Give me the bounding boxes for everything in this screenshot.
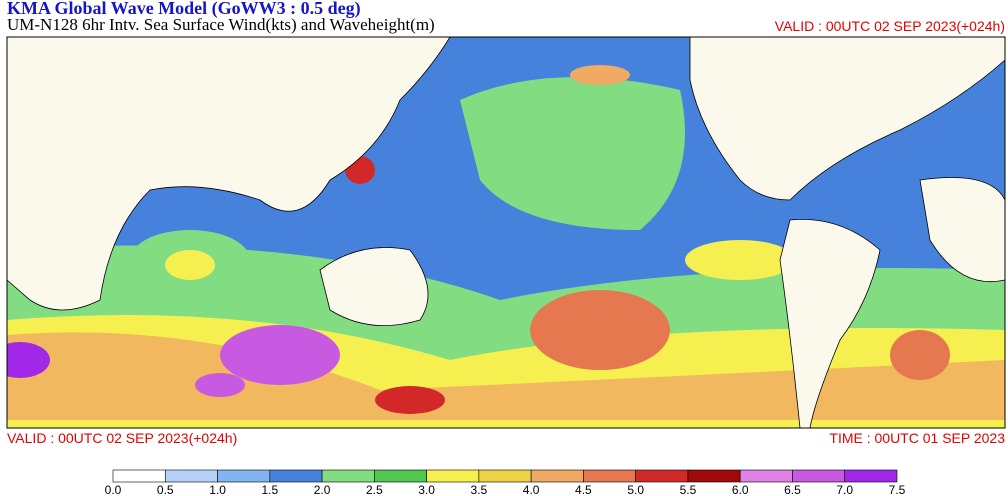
colorbar-swatch	[426, 469, 480, 483]
colorbar-label: 5.5	[680, 483, 697, 496]
title: KMA Global Wave Model (GoWW3 : 0.5 deg)	[7, 0, 361, 19]
colorbar-label: 7.0	[836, 483, 853, 496]
colorbar-swatch	[321, 469, 375, 483]
colorbar-swatch	[844, 469, 898, 483]
colorbar-swatch	[739, 469, 793, 483]
colorbar-label: 0.5	[157, 483, 174, 496]
valid-bottom: VALID : 00UTC 02 SEP 2023(+024h)	[7, 430, 237, 446]
colorbar-label: 3.5	[471, 483, 488, 496]
valid-top: VALID : 00UTC 02 SEP 2023(+024h)	[775, 18, 1005, 34]
map-frame	[6, 36, 1006, 429]
colorbar-label: 3.0	[418, 483, 435, 496]
map	[7, 37, 1005, 428]
colorbar-label: 4.5	[575, 483, 592, 496]
colorbar-label: 1.0	[209, 483, 226, 496]
colorbar-label: 0.0	[105, 483, 122, 496]
colorbar-swatch	[269, 469, 323, 483]
colorbar-swatch	[530, 469, 584, 483]
colorbar-swatch	[635, 469, 689, 483]
colorbar: 0.0 0.5 1.0 1.5 2.0 2.5 3.0 3.5 4.0 4.5 5.0 5.5 6.0 6…	[105, 469, 906, 496]
time-bottom: TIME : 00UTC 01 SEP 2023	[829, 430, 1005, 446]
colorbar-label: 1.5	[261, 483, 278, 496]
colorbar-label: 5.0	[627, 483, 644, 496]
colorbar-swatch	[164, 469, 218, 483]
colorbar-swatch	[478, 469, 532, 483]
colorbar-swatch	[687, 469, 741, 483]
colorbar-label: 6.0	[732, 483, 749, 496]
colorbar-label: 6.5	[784, 483, 801, 496]
colorbar-swatch	[112, 469, 166, 483]
colorbar-swatch	[217, 469, 271, 483]
subtitle: UM-N128 6hr Intv. Sea Surface Wind(kts) …	[7, 15, 435, 34]
colorbar-swatch	[583, 469, 636, 483]
colorbar-label: 7.5	[889, 483, 906, 496]
colorbar-label: 2.5	[366, 483, 383, 496]
colorbar-label: 4.0	[523, 483, 540, 496]
colorbar-swatch	[374, 469, 427, 483]
colorbar-label: 2.0	[314, 483, 331, 496]
colorbar-swatch	[792, 469, 846, 483]
